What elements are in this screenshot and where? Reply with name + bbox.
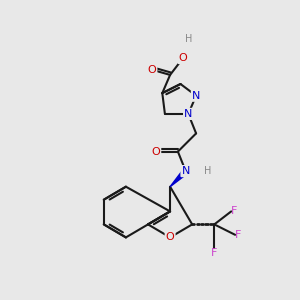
Text: F: F bbox=[211, 248, 218, 258]
Text: H: H bbox=[184, 34, 192, 44]
Text: F: F bbox=[231, 206, 238, 216]
Text: O: O bbox=[148, 65, 156, 75]
Text: O: O bbox=[179, 53, 188, 63]
Text: O: O bbox=[152, 147, 160, 157]
Text: O: O bbox=[166, 232, 175, 242]
Text: N: N bbox=[182, 166, 190, 176]
Text: N: N bbox=[192, 91, 200, 101]
Text: F: F bbox=[235, 230, 242, 240]
Polygon shape bbox=[170, 169, 188, 187]
Text: N: N bbox=[184, 109, 193, 119]
Text: H: H bbox=[204, 166, 211, 176]
